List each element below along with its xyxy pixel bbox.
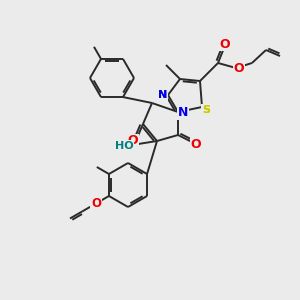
Text: HO: HO — [115, 141, 133, 151]
Text: N: N — [178, 106, 188, 119]
Text: O: O — [234, 62, 244, 76]
Text: O: O — [191, 137, 201, 151]
Text: O: O — [91, 197, 101, 210]
Text: O: O — [128, 134, 138, 148]
Text: S: S — [202, 105, 210, 115]
Text: N: N — [158, 90, 168, 100]
Text: O: O — [220, 38, 230, 50]
Text: S: S — [202, 105, 210, 115]
Text: N: N — [158, 90, 168, 100]
